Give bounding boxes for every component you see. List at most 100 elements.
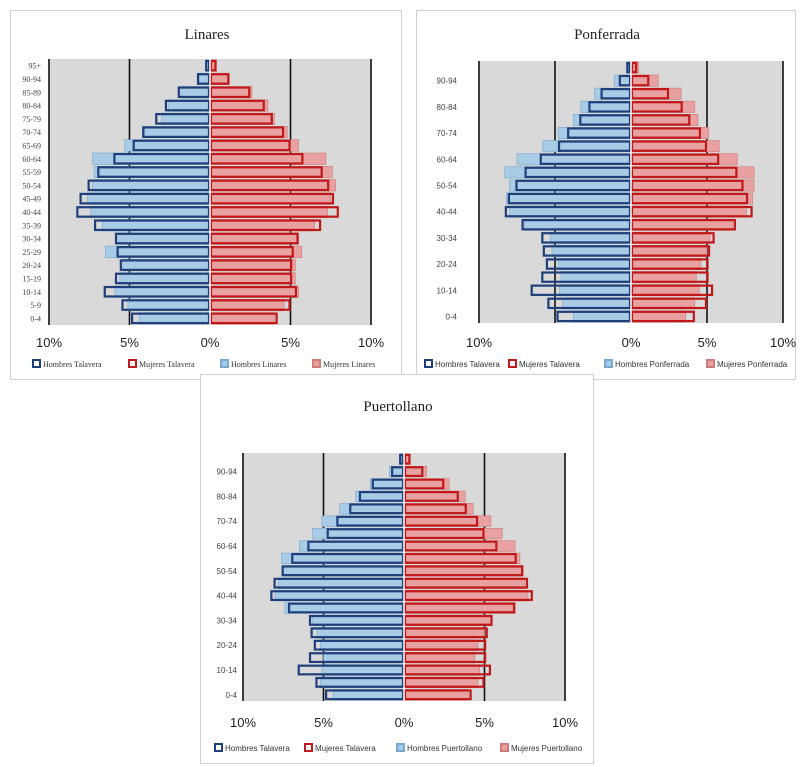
bar-hombres-talavera-80-84: [164, 99, 211, 112]
bar-mujeres-talavera-45-49: [209, 192, 335, 205]
category-label: 85-89: [22, 88, 41, 97]
x-tick-label: 10%: [358, 335, 384, 350]
bar-mujeres-talavera-10-14: [630, 284, 714, 296]
bar-mujeres-talavera-55-59: [403, 552, 517, 564]
bar-mujeres-talavera-10-14: [403, 664, 492, 676]
bar-mujeres-talavera-45-49: [403, 577, 529, 589]
category-label: 80-84: [437, 103, 458, 112]
legend-item-hombres-puertollano: Hombres Puertollano: [396, 743, 483, 753]
legend-swatch: [604, 359, 613, 368]
bar-mujeres-talavera-80-84: [403, 490, 459, 502]
bar-hombres-talavera-5-9: [547, 297, 632, 310]
category-label: 70-74: [437, 129, 458, 138]
bar-mujeres-talavera-80-84: [630, 101, 683, 113]
legend-item-hombres-ponferrada: Hombres Ponferrada: [604, 359, 690, 369]
legend-swatch: [706, 359, 715, 368]
legend-label: Hombres Talavera: [225, 744, 290, 753]
bar-mujeres-talavera-40-44: [403, 590, 533, 602]
bar-hombres-talavera-70-74: [336, 515, 405, 527]
category-label: 90-94: [217, 468, 238, 477]
bar-mujeres-talavera-85-89: [403, 478, 445, 490]
legend-label: Mujeres Puertollano: [511, 744, 583, 753]
bar-mujeres-talavera-95+: [630, 61, 638, 74]
legend-swatch: [312, 359, 321, 368]
pyramid-panel-puertollano: Puertollano 0-4 10-14 20-24 30-34 40-44 50-54 6…: [200, 374, 594, 764]
bar-hombres-talavera-45-49: [79, 192, 211, 205]
category-label: 35-39: [22, 221, 41, 230]
bar-hombres-talavera-70-74: [567, 127, 632, 139]
bar-hombres-talavera-30-34: [541, 232, 632, 244]
bar-hombres-talavera-0-4: [131, 312, 211, 325]
legend-swatch: [220, 359, 229, 368]
bar-mujeres-talavera-35-39: [630, 219, 736, 231]
category-label: 30-34: [217, 616, 238, 625]
bar-mujeres-talavera-65-69: [403, 528, 485, 540]
bar-mujeres-talavera-50-54: [209, 179, 330, 192]
bar-mujeres-talavera-5-9: [403, 676, 485, 688]
bar-hombres-talavera-55-59: [291, 552, 405, 564]
bar-mujeres-talavera-65-69: [209, 139, 291, 152]
pyramid-panel-linares: Linares 0-4 5-9 10-14 15-19 20-24 25-29 30-34 35…: [10, 10, 402, 380]
category-label: 95+: [28, 62, 41, 71]
bar-mujeres-talavera-65-69: [630, 140, 708, 152]
bar-mujeres-talavera-15-19: [209, 272, 293, 285]
bar-hombres-talavera-60-64: [307, 540, 405, 552]
bar-mujeres-talavera-90-94: [403, 466, 424, 478]
bar-hombres-talavera-15-19: [114, 272, 211, 285]
bar-hombres-talavera-55-59: [97, 166, 211, 178]
bar-hombres-talavera-10-14: [103, 285, 211, 298]
legend-item-hombres-linares: Hombres Linares: [220, 359, 286, 369]
bar-mujeres-talavera-80-84: [209, 99, 265, 112]
bar-hombres-talavera-85-89: [600, 88, 632, 100]
legend-item-hombres-talavera: Hombres Talavera: [424, 359, 500, 369]
bar-mujeres-talavera-25-29: [209, 246, 294, 258]
category-label: 75-79: [22, 115, 41, 124]
bar-mujeres-talavera-95+: [403, 453, 411, 465]
bar-hombres-talavera-50-54: [281, 565, 405, 577]
x-tick-label: 10%: [466, 335, 492, 350]
bar-hombres-talavera-15-19: [308, 652, 405, 664]
bar-hombres-talavera-35-39: [287, 602, 405, 614]
pyramid-panel-ponferrada: Ponferrada 0-4 10-14 20-24 30-34 40-44 50-54 60…: [416, 10, 796, 380]
category-label: 50-54: [437, 181, 458, 190]
bar-hombres-talavera-65-69: [557, 140, 632, 152]
legend-label: Mujeres Linares: [323, 360, 375, 369]
legend-label: Hombres Linares: [231, 360, 286, 369]
legend-label: Mujeres Talavera: [139, 360, 195, 369]
bar-mujeres-talavera-70-74: [403, 515, 479, 527]
bar-mujeres-talavera-25-29: [630, 245, 711, 257]
bar-mujeres-talavera-5-9: [630, 297, 708, 310]
legend-item-mujeres-talavera: Mujeres Talavera: [128, 359, 195, 369]
bar-hombres-talavera-35-39: [93, 219, 211, 232]
legend-swatch: [128, 359, 137, 368]
bar-hombres-talavera-95+: [626, 61, 632, 74]
category-label: 25-29: [22, 248, 41, 257]
bar-mujeres-talavera-40-44: [209, 206, 339, 218]
bar-hombres-talavera-75-79: [155, 113, 211, 125]
bar-hombres-talavera-10-14: [530, 284, 632, 296]
bar-hombres-talavera-25-29: [116, 246, 211, 258]
category-label: 10-14: [22, 288, 41, 297]
bar-mujeres-talavera-60-64: [209, 152, 304, 165]
bar-hombres-talavera-5-9: [315, 676, 405, 688]
legend-item-hombres-talavera: Hombres Talavera: [32, 359, 102, 369]
x-tick-label: 5%: [314, 715, 333, 730]
bar-mujeres-talavera-55-59: [209, 166, 323, 178]
category-label: 0-4: [30, 314, 41, 323]
legend-swatch: [32, 359, 41, 368]
legend-item-mujeres-puertollano: Mujeres Puertollano: [500, 743, 583, 753]
category-label: 55-59: [22, 168, 41, 177]
legend-item-hombres-talavera: Hombres Talavera: [214, 743, 290, 753]
bar-mujeres-talavera-35-39: [209, 219, 322, 232]
bar-hombres-talavera-20-24: [545, 258, 632, 270]
bar-hombres-talavera-85-89: [177, 86, 211, 99]
category-label: 30-34: [437, 234, 458, 243]
bar-mujeres-talavera-85-89: [630, 88, 670, 100]
category-label: 30-34: [22, 235, 41, 244]
category-label: 20-24: [437, 260, 458, 269]
bar-hombres-talavera-90-94: [391, 466, 405, 478]
bar-hombres-talavera-50-54: [87, 179, 211, 192]
bar-mujeres-talavera-55-59: [630, 166, 738, 179]
bar-hombres-talavera-45-49: [273, 577, 405, 589]
bar-mujeres-talavera-15-19: [630, 271, 709, 283]
